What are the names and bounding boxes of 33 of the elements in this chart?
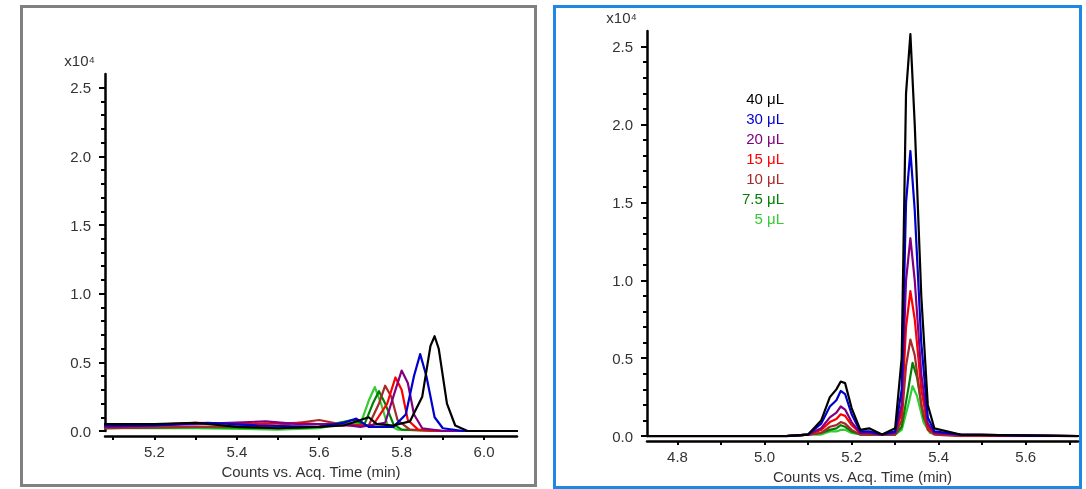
text: 20 μL [746,130,784,147]
y-tick-label: 0.5 [70,353,91,371]
x-tick-label: 5.8 [391,443,413,460]
text: 40 μL [746,90,784,107]
text: 10 μL [746,170,784,187]
y-tick-label: 2.5 [70,79,91,97]
x-axis-title: Counts vs. Acq. Time (min) [772,468,953,485]
x-tick-label: 6.0 [473,443,495,460]
y-tick-label: 0.0 [70,422,91,440]
x-tick-label: 5.4 [226,443,248,460]
x-tick-label: 4.8 [667,448,688,466]
y-axis-title: x10⁴ [64,52,95,69]
y-tick-label: 1.0 [612,271,633,289]
y-tick-label: 0.5 [612,349,633,367]
text: 7.5 μL [741,190,784,207]
text: 5 μL [754,210,784,227]
y-tick-label: 2.0 [70,147,91,165]
y-tick-label: 2.5 [612,38,633,56]
x-axis-title: Counts vs. Acq. Time (min) [221,462,401,480]
y-tick-label: 1.5 [70,216,91,234]
y-tick-label: 0.0 [612,427,633,445]
text: 15 μL [746,150,784,167]
y-axis-title: x10⁴ [606,9,637,26]
x-tick-label: 5.0 [754,448,775,466]
x-tick-label: 5.2 [841,448,863,466]
x-tick-label: 5.4 [928,448,950,466]
text: 30 μL [746,110,784,127]
x-tick-label: 5.6 [1015,448,1037,466]
y-tick-label: 1.0 [70,285,91,303]
x-tick-label: 5.2 [144,443,165,460]
y-tick-label: 1.5 [612,193,633,211]
y-tick-label: 2.0 [612,115,633,133]
x-tick-label: 5.6 [308,443,330,460]
